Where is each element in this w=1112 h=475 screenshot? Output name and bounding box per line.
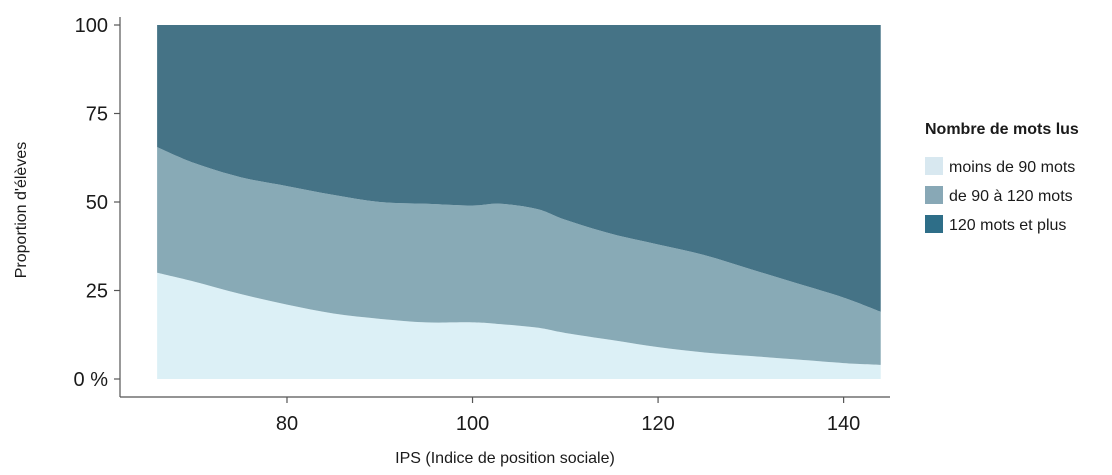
legend-item: de 90 à 120 mots [925, 186, 1073, 205]
x-tick-label: 100 [456, 413, 489, 435]
legend-items: moins de 90 mots de 90 à 120 mots 120 mots… [925, 157, 1075, 234]
legend-label: moins de 90 mots [949, 159, 1075, 176]
x-tick-label: 120 [641, 413, 674, 435]
area-series-3 [157, 25, 881, 312]
legend-item: moins de 90 mots [925, 157, 1075, 176]
legend-swatch [925, 215, 943, 233]
legend-label: 120 mots et plus [949, 217, 1066, 234]
y-tick-label: 50 [86, 192, 108, 214]
legend-title: Nombre de mots lus [925, 121, 1079, 138]
y-axis-title: Proportion d'élèves [13, 142, 30, 278]
y-axis-ticks: 0 % 25 50 75 100 [74, 15, 120, 391]
x-tick-label: 140 [827, 413, 860, 435]
x-tick-label: 80 [276, 413, 298, 435]
x-axis-title: IPS (Indice de position sociale) [395, 450, 615, 467]
legend-swatch [925, 157, 943, 175]
legend-label: de 90 à 120 mots [949, 188, 1073, 205]
y-tick-label: 75 [86, 104, 108, 126]
area-series-1 [157, 272, 881, 379]
area-layers [157, 25, 881, 379]
y-tick-label: 0 % [74, 369, 109, 391]
legend: Nombre de mots lus moins de 90 mots de 90… [925, 121, 1079, 234]
legend-swatch [925, 186, 943, 204]
y-tick-label: 25 [86, 281, 108, 303]
x-axis-ticks: 80 100 120 140 [276, 397, 860, 435]
legend-item: 120 mots et plus [925, 215, 1066, 234]
y-tick-label: 100 [75, 15, 108, 37]
axes: 0 % 25 50 75 100 80 100 120 140 [74, 15, 890, 435]
area-series-2 [157, 147, 881, 365]
